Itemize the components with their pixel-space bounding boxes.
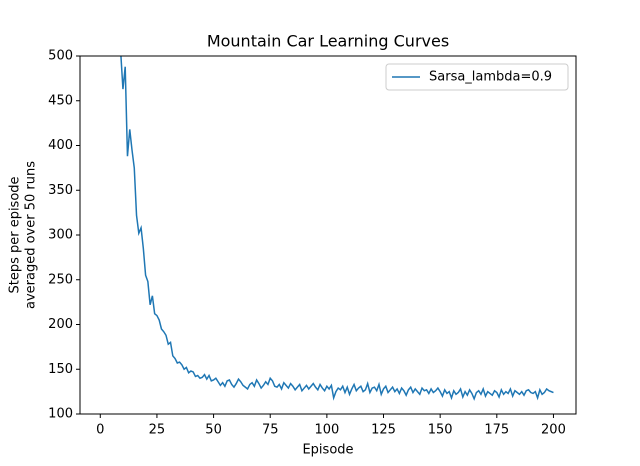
y-tick-label: 300 (48, 228, 73, 243)
y-axis-label: Steps per episode averaged over 50 runs (8, 161, 39, 309)
x-tick-label: 25 (149, 423, 166, 438)
x-tick-label: 125 (371, 423, 396, 438)
x-tick-label: 0 (96, 423, 104, 438)
x-axis-label: Episode (302, 443, 353, 458)
y-tick-label: 150 (48, 362, 73, 377)
y-tick-label: 200 (48, 317, 73, 332)
plot-area (120, 56, 554, 401)
x-tick-label: 150 (428, 423, 453, 438)
line-series (120, 56, 554, 401)
y-axis-label-line: Steps per episode (8, 176, 23, 293)
legend: Sarsa_lambda=0.9 (385, 63, 569, 91)
y-tick-label: 100 (48, 407, 73, 422)
legend-box (385, 63, 569, 91)
axes-frame (79, 55, 577, 415)
x-tick-label: 200 (541, 423, 566, 438)
x-tick-label: 100 (314, 423, 339, 438)
x-tick-label: 50 (205, 423, 222, 438)
y-tick-label: 400 (48, 138, 73, 153)
chart-title: Mountain Car Learning Curves (207, 32, 449, 51)
x-tick-label: 75 (262, 423, 279, 438)
y-tick-label: 500 (48, 49, 73, 64)
y-axis-label-line: averaged over 50 runs (24, 161, 39, 309)
legend-label: Sarsa_lambda=0.9 (429, 70, 552, 85)
y-tick-label: 250 (48, 272, 73, 287)
y-tick-label: 450 (48, 93, 73, 108)
y-tick-label: 350 (48, 183, 73, 198)
x-tick-label: 175 (484, 423, 509, 438)
